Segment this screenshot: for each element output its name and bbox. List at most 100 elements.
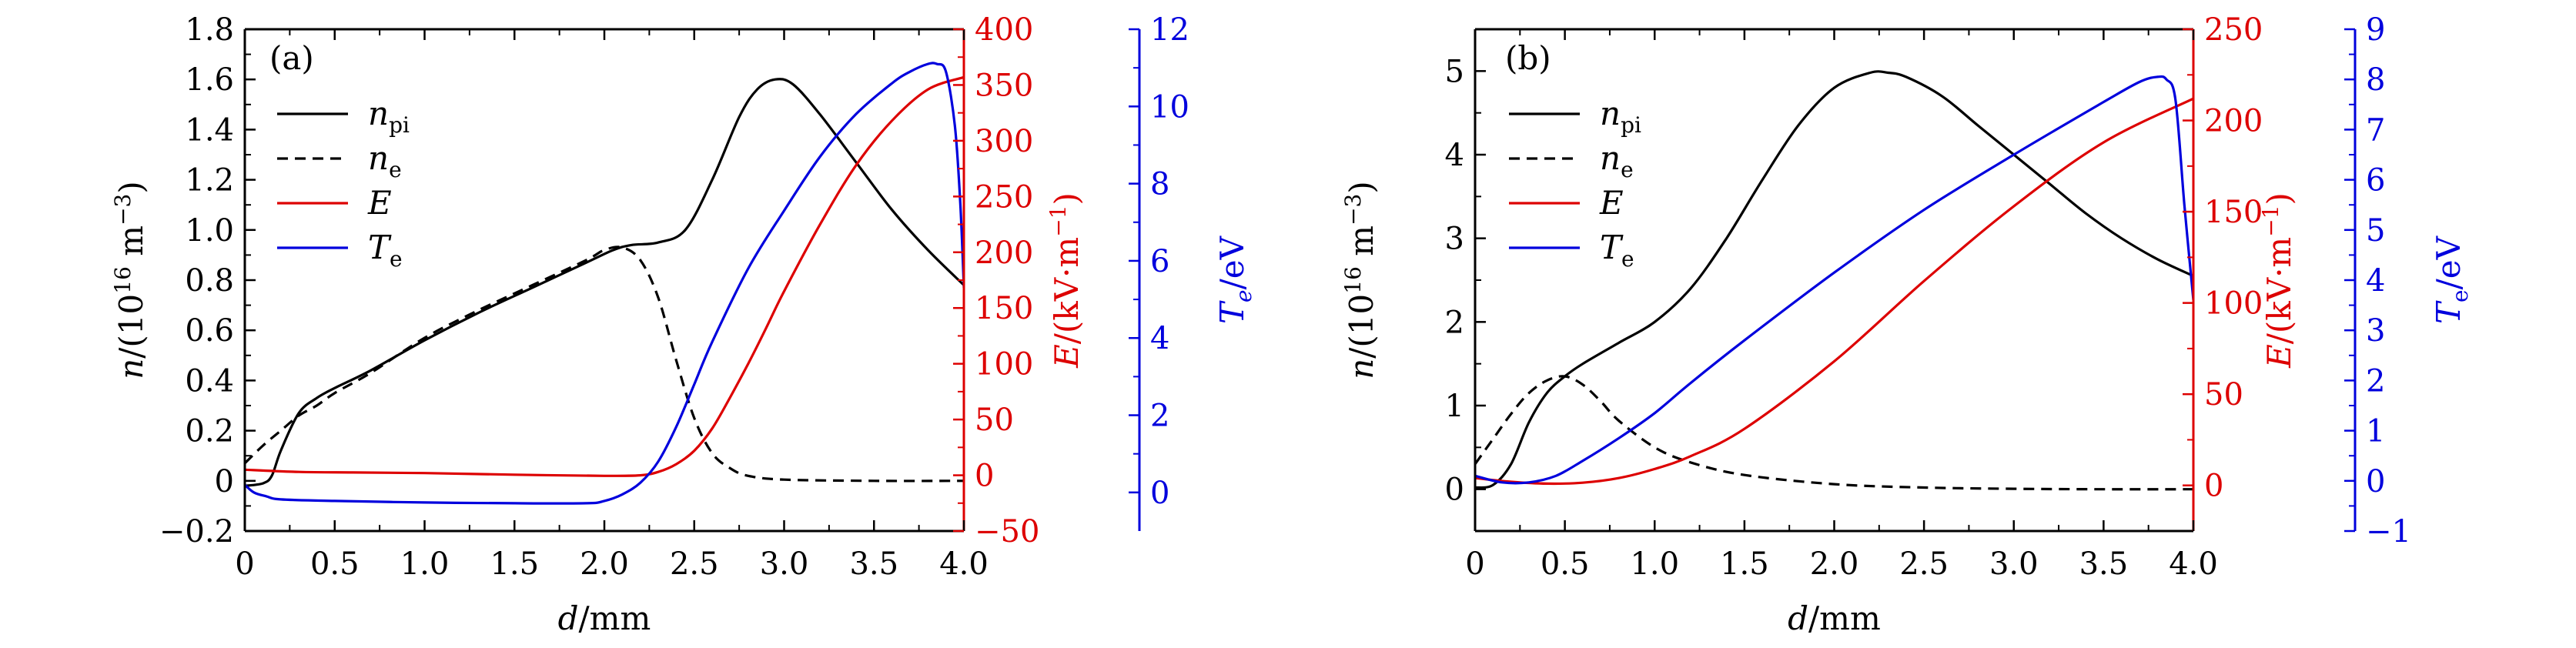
y-mid-tick-label: 350 [975, 68, 1033, 103]
x-tick-label: 1.5 [1720, 546, 1769, 582]
y-mid-tick-label: 250 [975, 179, 1033, 215]
x-tick-label: 2.5 [1899, 546, 1949, 582]
y-mid-tick-label: 400 [975, 12, 1033, 48]
y-mid-label-var: E [2260, 344, 2298, 369]
series-line-E [1475, 97, 2193, 486]
y-mid-tick-label: 100 [975, 347, 1033, 382]
y-left-tick-label: 2 [1445, 305, 1464, 340]
y-mid-tick-label: 150 [2204, 195, 2263, 230]
y-right-tick-label: 5 [2366, 213, 2385, 249]
x-tick-label: 1.0 [400, 546, 450, 582]
y-mid-axis-label: E/(kV·m−1) [1045, 192, 1086, 369]
x-tick-label: 0 [1465, 546, 1484, 582]
y-left-label-close: ) [112, 181, 150, 193]
legend-label-sub: e [389, 157, 402, 182]
y-right-tick-label: 8 [1150, 167, 1169, 202]
panel-label: (a) [269, 39, 314, 77]
y-left-tick-label: 1.6 [185, 62, 234, 98]
legend-label-sub: e [390, 246, 403, 272]
legend-label-sub: e [1621, 246, 1634, 272]
y-right-label-sub: e [2447, 289, 2473, 302]
legend-label-sub: pi [1621, 112, 1641, 138]
panel-b: 0 0.5 1.0 1.5 2.0 2.5 3.0 3.5 4.0012345050100150… [1340, 12, 2473, 637]
x-axis-label: d/mm [558, 600, 651, 637]
legend-label-name: T [368, 229, 392, 266]
series-line-n-e [1475, 375, 2193, 491]
y-left-tick-label: 0.2 [185, 414, 234, 449]
y-left-label-exp: 16 [110, 266, 135, 294]
y-mid-tick-label: 100 [2204, 286, 2263, 322]
y-left-label-var: n [1343, 359, 1380, 379]
y-left-tick-label: 3 [1445, 222, 1464, 257]
y-left-tick-label: 1.4 [185, 112, 234, 148]
y-left-tick-label: 0.4 [185, 363, 234, 399]
y-left-label-unit2: m [1343, 225, 1380, 266]
y-left-tick-label: 1.2 [185, 163, 234, 199]
series-line-E [245, 75, 964, 477]
panel-label: (b) [1505, 39, 1551, 77]
y-left-tick-label: 1.8 [185, 12, 234, 48]
y-right-label-unit: /eV [2430, 235, 2467, 289]
series-line-T-e [1475, 75, 2193, 485]
x-axis-label-var: d [558, 600, 579, 637]
y-right-label-var: T [1213, 300, 1251, 324]
y-mid-tick-label: 50 [975, 402, 1014, 438]
y-left-tick-label: 1.0 [185, 213, 234, 249]
y-right-tick-label: 4 [2366, 263, 2385, 299]
y-right-axis-label: Te/eV [2430, 235, 2473, 324]
series-group [245, 62, 964, 505]
y-mid-axis-label: E/(kV·m−1) [2258, 192, 2298, 369]
x-tick-label: 4.0 [939, 546, 989, 582]
y-right-label-var: T [2430, 300, 2467, 324]
x-tick-label: 3.0 [760, 546, 809, 582]
x-tick-label: 1.0 [1630, 546, 1679, 582]
y-right-tick-label: 9 [2366, 12, 2385, 48]
legend-label-name: E [367, 184, 392, 222]
legend-label: ne [1600, 139, 1634, 182]
y-left-label-unit2: m [112, 225, 150, 266]
y-mid-label-exp: −1 [1045, 205, 1071, 236]
y-mid-tick-label: 150 [975, 291, 1033, 326]
x-tick-label: 3.0 [1989, 546, 2039, 582]
y-mid-tick-label: 200 [2204, 104, 2263, 139]
y-mid-label-close: ) [2260, 192, 2298, 205]
x-axis-label: d/mm [1788, 600, 1881, 637]
x-tick-label: 2.5 [670, 546, 719, 582]
x-tick-label: 3.5 [2079, 546, 2129, 582]
legend-label: npi [368, 95, 410, 138]
legend-label-name: T [1600, 229, 1624, 266]
y-right-tick-label: 6 [2366, 163, 2385, 199]
y-mid-label-unit: /(kV·m [2260, 237, 2298, 345]
y-left-tick-label: 0 [1445, 473, 1464, 508]
legend-label-name: n [368, 139, 389, 177]
y-right-tick-label: 3 [2366, 313, 2385, 349]
y-mid-tick-label: 50 [2204, 377, 2243, 413]
x-tick-label: 2.0 [1810, 546, 1859, 582]
legend-label: Te [368, 229, 403, 272]
y-right-tick-label: −1 [2366, 514, 2411, 549]
legend-label: E [1599, 184, 1624, 222]
y-right-tick-label: 8 [2366, 62, 2385, 98]
x-tick-label: 1.5 [490, 546, 539, 582]
y-right-tick-label: 1 [2366, 414, 2385, 449]
y-right-tick-label: 0 [2366, 464, 2385, 499]
x-tick-label: 4.0 [2169, 546, 2218, 582]
y-left-tick-label: 0.8 [185, 263, 234, 299]
x-tick-label: 0.5 [310, 546, 360, 582]
y-left-label-unit: /(10 [1343, 294, 1380, 359]
y-left-label-var: n [112, 359, 150, 379]
y-mid-tick-label: 0 [975, 459, 994, 494]
y-mid-label-close: ) [1048, 192, 1086, 205]
series-line-n-e [245, 246, 964, 483]
series-group [1475, 70, 2193, 491]
y-right-tick-label: 2 [1150, 399, 1169, 434]
y-left-label-exp2: −3 [1340, 194, 1366, 225]
panel-a: 0 0.5 1.0 1.5 2.0 2.5 3.0 3.5 4.0−0.200.20.40.60… [110, 12, 1256, 637]
legend-label-name: n [368, 95, 389, 132]
y-right-tick-label: 12 [1150, 12, 1189, 48]
y-right-tick-label: 4 [1150, 321, 1169, 356]
x-axis-label-unit: /mm [579, 600, 651, 637]
y-left-tick-label: 5 [1445, 54, 1464, 89]
y-left-label-unit: /(10 [112, 294, 150, 359]
